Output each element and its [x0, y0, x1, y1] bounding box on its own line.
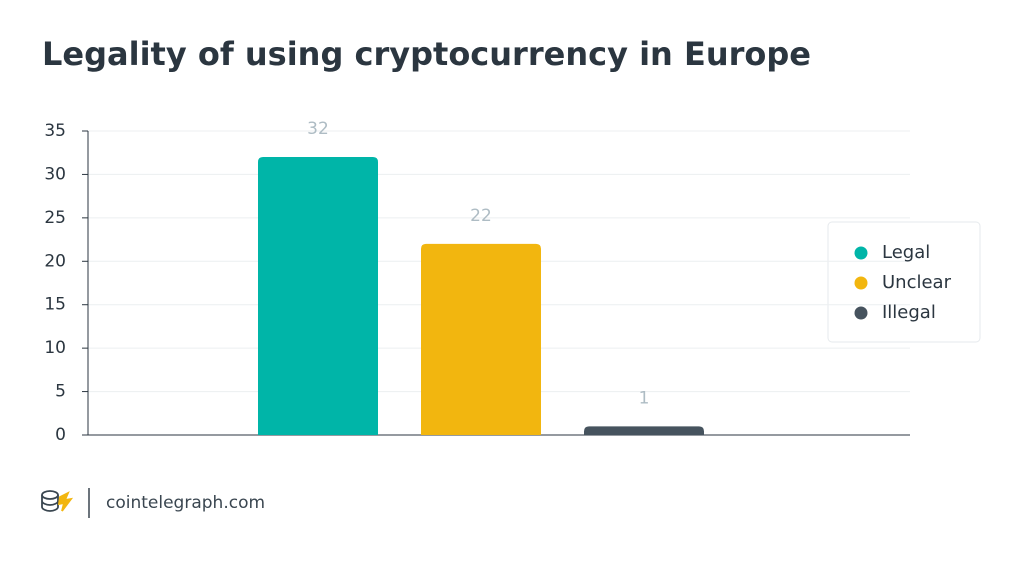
y-tick-label: 5 [55, 382, 66, 402]
footer-logo [41, 490, 74, 512]
bar [421, 243, 541, 435]
value-label: 32 [307, 119, 329, 139]
y-tick-label: 30 [44, 164, 66, 184]
bar [258, 157, 378, 436]
y-tick-label: 15 [44, 295, 66, 315]
y-tick-label: 0 [55, 425, 66, 445]
legend-label: Legal [882, 242, 930, 263]
footer-brand: cointelegraph.com [106, 493, 265, 513]
legend-marker [854, 306, 868, 320]
y-tick-label: 20 [44, 251, 66, 271]
value-label: 1 [639, 388, 650, 408]
y-tick-label: 10 [44, 338, 66, 358]
bar [584, 426, 704, 435]
legend-label: Unclear [882, 272, 952, 293]
chart-title: Legality of using cryptocurrency in Euro… [42, 35, 811, 73]
y-tick-label: 25 [44, 208, 66, 228]
legend-marker [854, 276, 868, 290]
value-label: 22 [470, 206, 492, 226]
legend-marker [854, 246, 868, 260]
y-tick-label: 35 [44, 121, 66, 141]
legend-label: Illegal [882, 302, 936, 323]
